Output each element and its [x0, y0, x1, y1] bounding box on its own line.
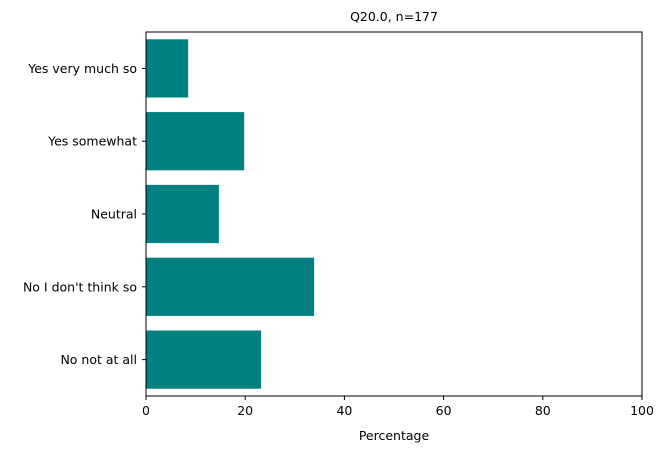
bar-0	[146, 39, 189, 98]
x-tick-label-3: 60	[436, 403, 452, 418]
y-tick-label-2: Neutral	[91, 207, 137, 222]
x-tick-label-1: 20	[237, 403, 253, 418]
bar-4	[146, 330, 262, 389]
x-axis-title: Percentage	[359, 428, 430, 443]
bar-1	[146, 112, 245, 171]
x-tick-label-0: 0	[142, 403, 150, 418]
y-tick-label-4: No not at all	[60, 352, 137, 367]
bar-3	[146, 257, 315, 316]
x-tick-label-2: 40	[336, 403, 352, 418]
x-axis: 0 20 40 60 80 100	[142, 396, 654, 418]
y-tick-label-0: Yes very much so	[27, 61, 137, 76]
chart-title: Q20.0, n=177	[350, 9, 438, 24]
x-tick-label-4: 80	[535, 403, 551, 418]
y-tick-label-3: No I don't think so	[23, 279, 137, 294]
bar-2	[146, 184, 219, 244]
y-tick-label-1: Yes somewhat	[47, 134, 137, 149]
bars-group	[146, 39, 315, 389]
y-axis: Yes very much so Yes somewhat Neutral No I …	[23, 61, 146, 367]
x-tick-label-5: 100	[630, 403, 654, 418]
